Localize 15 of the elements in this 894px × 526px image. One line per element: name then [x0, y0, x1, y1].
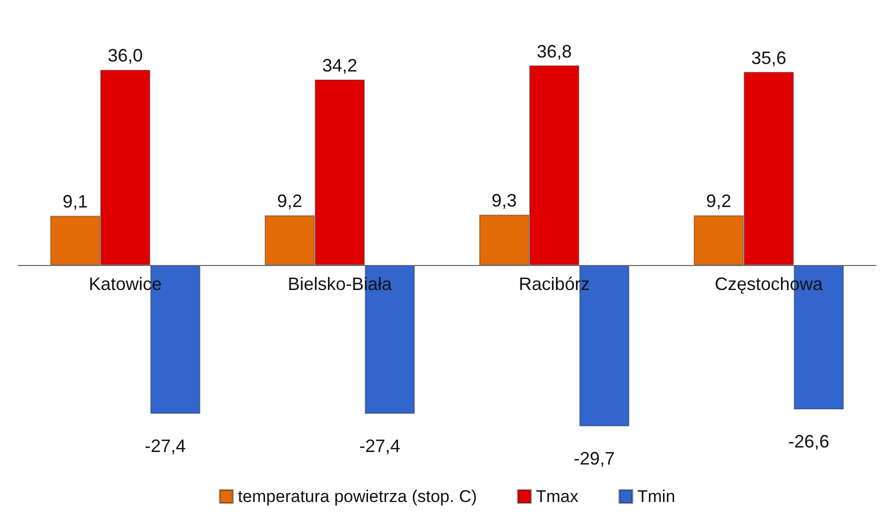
data-label: 9,2	[277, 191, 302, 212]
data-label: 9,3	[492, 190, 517, 211]
legend-label: Tmin	[637, 487, 676, 506]
data-label: 34,2	[322, 55, 358, 76]
data-label: -27,4	[359, 436, 400, 456]
data-label: 35,6	[751, 48, 786, 68]
legend-label: Tmax	[536, 487, 579, 506]
data-label: -26,6	[788, 432, 830, 452]
data-label: -29,7	[574, 448, 615, 468]
data-label: 9,1	[62, 192, 88, 212]
data-label: 9,2	[706, 191, 732, 212]
data-label: 36,0	[108, 46, 143, 66]
legend-label: temperatura powietrza (stop. C)	[238, 487, 477, 506]
data-label: -27,4	[144, 436, 186, 456]
data-label: 36,8	[536, 41, 572, 62]
